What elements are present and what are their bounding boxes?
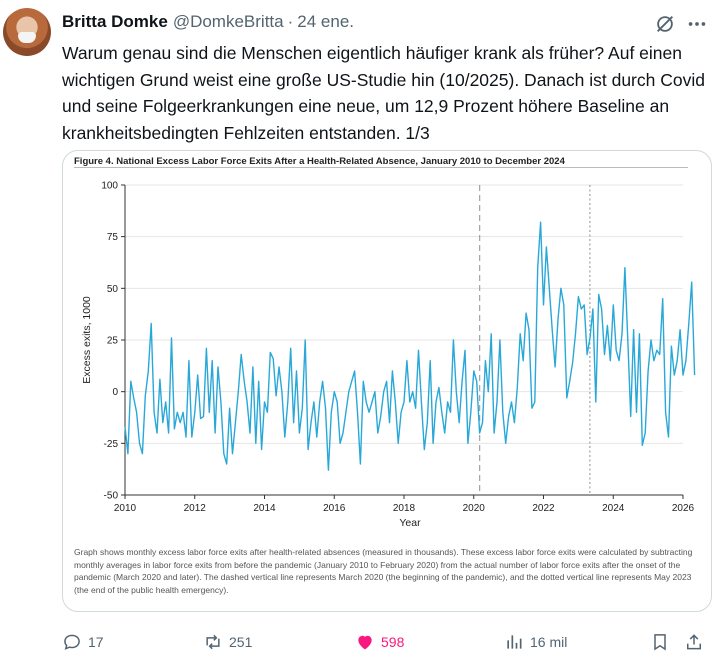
reply-count: 17 xyxy=(88,634,104,650)
x-tick-label: 2024 xyxy=(602,503,625,514)
avatar-mask-detail xyxy=(18,32,36,43)
y-tick-label: 0 xyxy=(112,387,118,398)
x-tick-label: 2016 xyxy=(323,503,346,514)
x-tick-label: 2026 xyxy=(672,503,695,514)
x-tick-label: 2010 xyxy=(114,503,137,514)
header-separator: · xyxy=(287,12,294,31)
reply-button[interactable]: 17 xyxy=(62,632,104,652)
y-tick-label: 50 xyxy=(107,284,119,295)
y-tick-label: 25 xyxy=(107,336,119,347)
views-icon xyxy=(507,635,522,649)
like-count: 598 xyxy=(381,634,405,650)
x-axis-label: Year xyxy=(399,517,421,529)
x-tick-label: 2022 xyxy=(532,503,555,514)
like-icon xyxy=(358,635,372,650)
chart: -50 -25 0 25 50 75 100 2010 2012 2014 2016 2018 2020… xyxy=(81,181,696,529)
share-icon xyxy=(687,634,701,650)
y-tick-label: 100 xyxy=(101,181,118,192)
repost-count: 251 xyxy=(229,634,253,650)
reply-icon xyxy=(64,634,80,650)
y-axis-label: Excess exits, 1000 xyxy=(81,296,93,384)
author-handle[interactable]: @DomkeBritta xyxy=(172,12,284,31)
x-tick-label: 2018 xyxy=(393,503,416,514)
grok-icon[interactable] xyxy=(654,13,676,35)
figure-caption: Graph shows monthly excess labor force e… xyxy=(74,547,693,595)
views-button[interactable]: 16 mil xyxy=(504,632,567,652)
like-button[interactable]: 598 xyxy=(355,632,404,652)
y-tick-label: -50 xyxy=(104,491,119,502)
x-tick-label: 2020 xyxy=(463,503,486,514)
author-name[interactable]: Britta Domke xyxy=(62,12,168,31)
series-line xyxy=(124,221,696,471)
tweet-date[interactable]: 24 ene. xyxy=(297,12,355,31)
x-tick-label: 2012 xyxy=(184,503,207,514)
more-icon[interactable] xyxy=(686,13,708,35)
tweet-text: Warum genau sind die Menschen eigentlich… xyxy=(62,43,705,143)
bookmark-button[interactable] xyxy=(650,632,676,652)
figure-title: Figure 4. National Excess Labor Force Ex… xyxy=(74,156,565,167)
y-tick-label: -25 xyxy=(104,439,119,450)
figure-title-rule xyxy=(74,167,688,168)
views-count: 16 mil xyxy=(530,634,568,650)
tweet-header: Britta Domke @DomkeBritta · 24 ene. xyxy=(62,12,354,32)
repost-icon xyxy=(206,634,220,650)
tweet-media-figure[interactable]: Figure 4. National Excess Labor Force Ex… xyxy=(62,150,712,612)
bookmark-icon xyxy=(654,634,666,651)
action-bar: 17 251 598 16 mil xyxy=(62,632,712,658)
repost-button[interactable]: 251 xyxy=(203,632,252,652)
avatar[interactable] xyxy=(3,8,51,56)
share-button[interactable] xyxy=(684,632,710,652)
x-tick-label: 2014 xyxy=(253,503,276,514)
y-tick-label: 75 xyxy=(107,232,119,243)
